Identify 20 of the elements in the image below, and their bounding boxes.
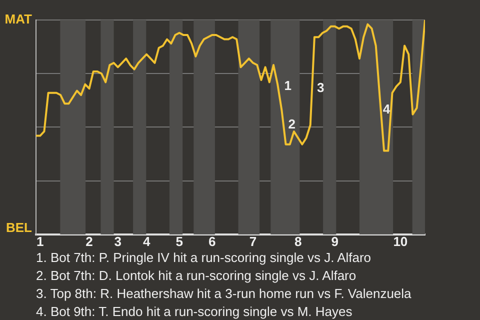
text: MAT (4, 12, 32, 27)
x-tick-label: 3 (114, 234, 122, 249)
x-tick-label: 1 (36, 234, 44, 249)
x-tick-label: 8 (294, 234, 302, 249)
annotation: 1 (284, 78, 292, 94)
text: BEL (6, 220, 32, 235)
x-tick-label: 6 (208, 234, 216, 249)
annotation: 4 (382, 102, 391, 117)
x-tick-label: 4 (142, 234, 151, 249)
x-tick-label: 2 (86, 234, 93, 249)
text: 3. Top 8th: R. Heathershaw hit a 3-run home run vs F. Valenzuela (36, 285, 412, 303)
x-tick-label: 10 (393, 234, 408, 249)
x-tick-label: 9 (331, 234, 339, 249)
text: 2. Bot 7th: D. Lontok hit a run-scoring single vs J. Alfaro (36, 267, 358, 285)
annotation: 3 (316, 80, 324, 96)
x-tick-label: 5 (176, 234, 183, 249)
text: 1. Bot 7th: P. Pringle IV hit a run-scoring single vs J. Alfaro (36, 249, 372, 267)
text: 4. Bot 9th: T. Endo hit a run-scoring single vs M. Hayes (36, 303, 354, 320)
annotation: 2 (288, 116, 296, 132)
x-tick-label: 7 (249, 234, 257, 249)
